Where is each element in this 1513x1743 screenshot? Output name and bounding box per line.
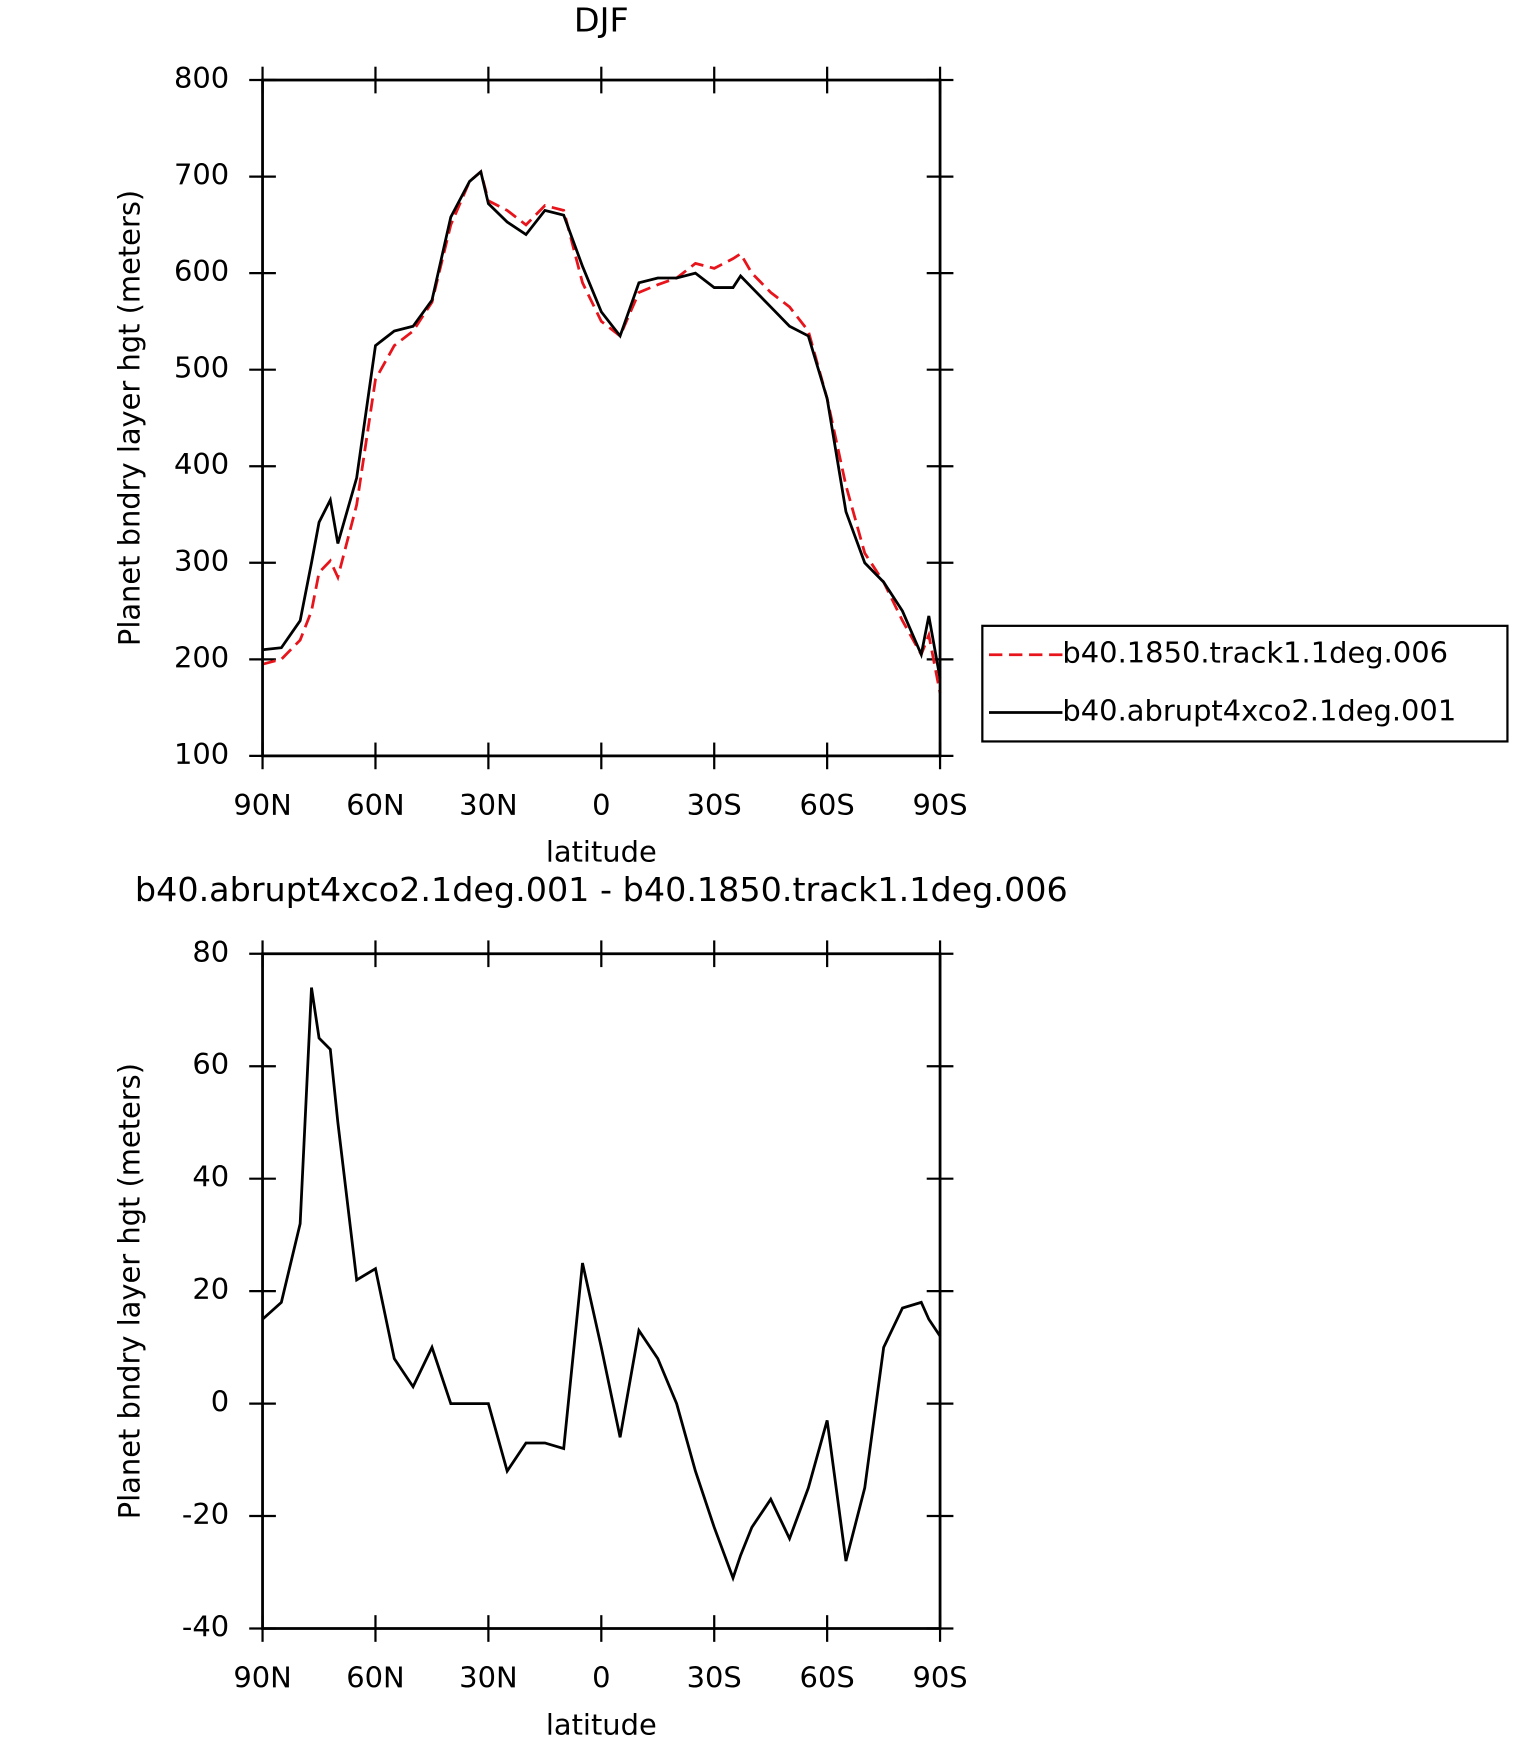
y-tick-label: -40 xyxy=(182,1610,229,1644)
chart-title: b40.abrupt4xco2.1deg.001 - b40.1850.trac… xyxy=(135,870,1068,909)
y-tick-label: 500 xyxy=(174,351,229,385)
legend-box xyxy=(981,624,1509,743)
x-tick-label: 30S xyxy=(687,788,742,822)
x-tick-label: 90N xyxy=(233,788,291,822)
x-axis-label: latitude xyxy=(546,1707,657,1741)
x-tick-label: 90S xyxy=(912,788,967,822)
legend-label: b40.abrupt4xco2.1deg.001 xyxy=(1062,694,1456,728)
data-line xyxy=(261,987,942,1583)
y-tick-label: 700 xyxy=(174,158,229,192)
y-axis-label: Planet bndry layer hgt (meters) xyxy=(112,190,146,646)
y-tick-label: 600 xyxy=(174,254,229,288)
legend-label: b40.1850.track1.1deg.006 xyxy=(1062,636,1448,670)
x-axis-label: latitude xyxy=(546,835,657,869)
x-tick-label: 0 xyxy=(592,1661,610,1695)
x-tick-label: 90S xyxy=(912,1661,967,1695)
x-tick-label: 90N xyxy=(233,1661,291,1695)
x-tick-label: 30N xyxy=(459,788,517,822)
plot-frame xyxy=(261,78,942,758)
y-tick-label: 60 xyxy=(192,1047,229,1081)
y-tick-label: 100 xyxy=(174,737,229,771)
y-tick-label: -20 xyxy=(182,1497,229,1531)
y-tick-label: 20 xyxy=(192,1272,229,1306)
y-tick-label: 400 xyxy=(174,447,229,481)
plot-frame xyxy=(261,952,942,1630)
chart-title: DJF xyxy=(574,1,629,40)
y-tick-label: 80 xyxy=(192,935,229,969)
y-tick-label: 800 xyxy=(174,61,229,95)
y-tick-label: 0 xyxy=(211,1385,229,1419)
x-tick-label: 30N xyxy=(459,1661,517,1695)
data-line xyxy=(262,169,942,679)
y-tick-label: 300 xyxy=(174,544,229,578)
x-tick-label: 60N xyxy=(346,788,404,822)
x-tick-label: 60S xyxy=(800,788,855,822)
x-tick-label: 60S xyxy=(800,1661,855,1695)
x-tick-label: 0 xyxy=(592,788,610,822)
x-tick-label: 30S xyxy=(687,1661,742,1695)
y-tick-label: 40 xyxy=(192,1160,229,1194)
y-tick-label: 200 xyxy=(174,640,229,674)
x-tick-label: 60N xyxy=(346,1661,404,1695)
y-axis-label: Planet bndry layer hgt (meters) xyxy=(112,1063,146,1519)
